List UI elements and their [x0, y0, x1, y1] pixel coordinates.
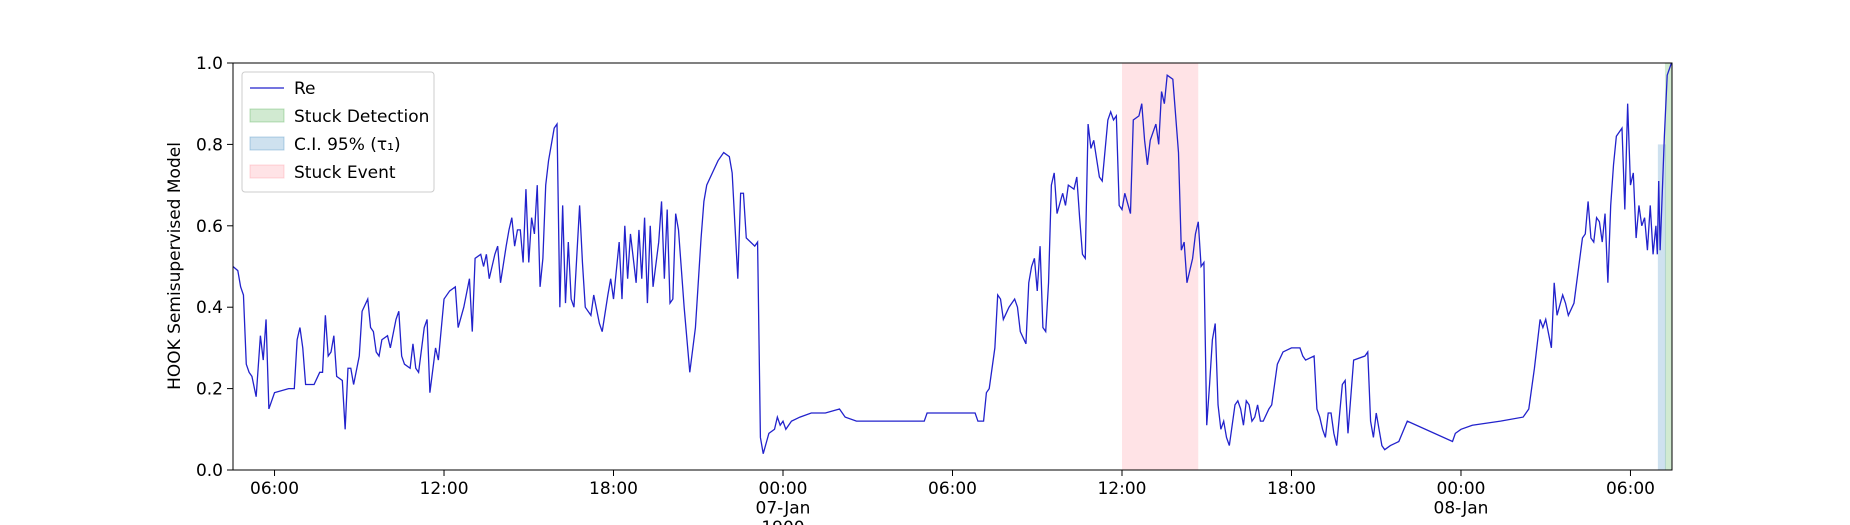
data-line — [232, 62, 1673, 454]
legend: Re Stuck Detection C.I. 95% (τ₁) Stuck Even… — [241, 71, 435, 193]
y-axis-label: HOOK Semisupervised Model — [165, 142, 185, 390]
x-tick-label: 06:00 — [928, 479, 977, 499]
legend-label: Stuck Event — [294, 163, 396, 183]
y-tick-label: 0.2 — [196, 380, 223, 400]
shaded-region — [1657, 144, 1666, 470]
plot-frame — [232, 62, 1673, 471]
x-tick-label: 12:00 — [1097, 479, 1146, 499]
y-tick-label: 0.0 — [196, 461, 223, 481]
legend-label: Re — [294, 79, 316, 99]
y-tick-label: 0.4 — [196, 298, 223, 318]
y-tick-label: 1.0 — [196, 54, 223, 74]
x-tick-label: 18:00 — [589, 479, 638, 499]
x-tick-label: 12:00 — [420, 479, 469, 499]
x-tick-label: 06:00 — [1606, 479, 1655, 499]
shaded-region — [1664, 63, 1672, 470]
legend-label: Stuck Detection — [294, 107, 429, 127]
y-tick-label: 0.8 — [196, 135, 223, 155]
legend-swatch — [249, 108, 285, 123]
x-tick-label: 00:00 08-Jan — [1434, 479, 1489, 519]
legend-box — [241, 71, 435, 193]
legend-swatch — [249, 136, 285, 151]
legend-swatch — [249, 164, 285, 179]
legend-label: C.I. 95% (τ₁) — [294, 135, 401, 155]
y-tick-label: 0.6 — [196, 217, 223, 237]
x-tick-label: 18:00 — [1267, 479, 1316, 499]
x-tick-label: 06:00 — [250, 479, 299, 499]
